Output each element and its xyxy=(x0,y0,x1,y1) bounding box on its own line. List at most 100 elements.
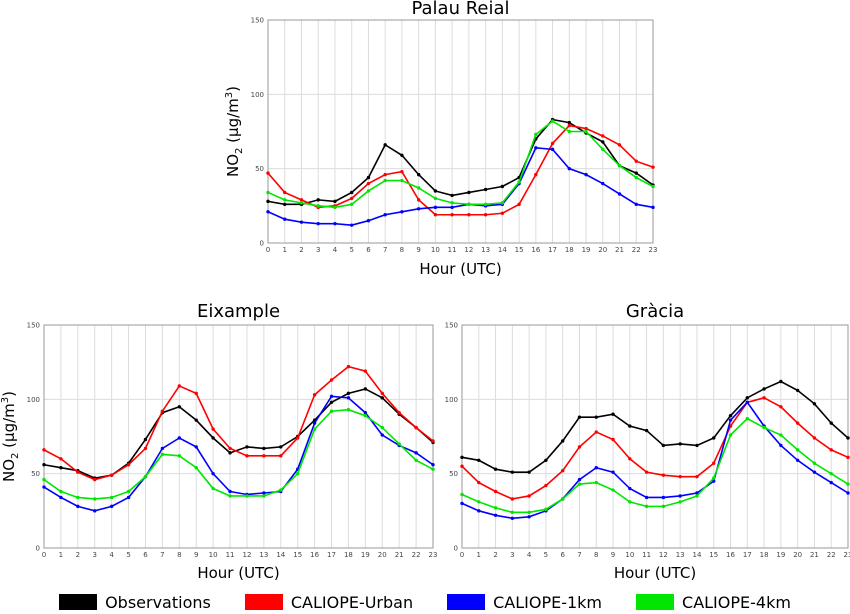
x-tick-label: 20 xyxy=(598,246,607,254)
x-tick-label: 15 xyxy=(515,246,524,254)
x-tick-label: 17 xyxy=(327,551,336,559)
data-point-caliope-urban xyxy=(160,409,165,413)
data-point-caliope-urban xyxy=(527,494,531,498)
x-tick-label: 17 xyxy=(743,551,752,559)
data-point-caliope-urban xyxy=(493,489,498,494)
data-point-caliope-1km xyxy=(431,463,435,467)
data-point-observations xyxy=(266,199,270,204)
x-tick-label: 5 xyxy=(349,246,353,254)
x-tick-label: 1 xyxy=(477,551,481,559)
series-caliope-4km xyxy=(42,408,435,501)
data-point-observations xyxy=(42,463,46,467)
data-point-caliope-4km xyxy=(366,189,371,193)
data-point-caliope-4km xyxy=(450,201,454,205)
data-point-caliope-4km xyxy=(527,510,531,515)
data-point-caliope-urban xyxy=(363,369,368,373)
data-point-observations xyxy=(846,436,850,440)
x-tick-label: 23 xyxy=(429,551,438,559)
x-tick-label: 9 xyxy=(194,551,198,559)
data-point-observations xyxy=(601,140,605,144)
data-point-caliope-1km xyxy=(126,495,131,500)
data-point-observations xyxy=(483,187,488,192)
data-point-caliope-4km xyxy=(728,433,733,437)
y-tick-label: 0 xyxy=(36,545,40,553)
x-tick-label: 5 xyxy=(544,551,548,559)
x-tick-label: 2 xyxy=(76,551,80,559)
chart-title: Palau Reial xyxy=(411,0,509,19)
series-line-caliope-1km xyxy=(43,395,434,512)
data-point-observations xyxy=(594,415,598,419)
data-point-caliope-4km xyxy=(661,504,666,509)
data-point-caliope-urban xyxy=(644,470,649,474)
legend-swatch-observations xyxy=(59,594,98,610)
data-point-observations xyxy=(728,413,733,418)
data-point-caliope-urban xyxy=(295,436,300,440)
data-point-caliope-urban xyxy=(594,430,598,434)
data-point-caliope-4km xyxy=(477,500,481,504)
data-point-caliope-1km xyxy=(211,471,215,476)
data-point-caliope-1km xyxy=(584,172,588,177)
legend-label-caliope-4km: CALIOPE-4km xyxy=(682,592,791,612)
data-point-observations xyxy=(712,436,716,440)
data-point-caliope-1km xyxy=(450,205,454,210)
data-point-caliope-4km xyxy=(295,471,300,476)
data-point-caliope-urban xyxy=(383,172,387,177)
data-point-caliope-4km xyxy=(262,494,266,498)
data-point-caliope-4km xyxy=(414,458,418,462)
data-point-caliope-4km xyxy=(601,147,605,152)
data-point-caliope-urban xyxy=(42,448,46,452)
series-caliope-1km xyxy=(42,394,435,513)
y-tick-label: 150 xyxy=(251,17,264,25)
data-point-observations xyxy=(380,396,384,400)
data-point-caliope-1km xyxy=(493,513,498,517)
data-point-caliope-1km xyxy=(194,445,198,449)
data-point-caliope-4km xyxy=(299,201,304,205)
series-line-caliope-1km xyxy=(461,401,849,520)
series-caliope-urban xyxy=(460,396,850,501)
x-tick-label: 5 xyxy=(126,551,130,559)
data-point-caliope-4km xyxy=(349,202,354,207)
legend-swatch-caliope-1km xyxy=(447,594,486,610)
series-caliope-urban xyxy=(42,364,435,482)
chart-title: Gràcia xyxy=(626,301,684,322)
y-tick-label: 150 xyxy=(445,322,458,330)
data-point-observations xyxy=(560,439,565,443)
x-tick-label: 16 xyxy=(726,551,735,559)
data-point-caliope-1km xyxy=(59,495,63,500)
series-line-caliope-urban xyxy=(267,124,654,216)
x-tick-label: 15 xyxy=(293,551,302,559)
data-point-caliope-4km xyxy=(59,489,63,494)
data-point-caliope-4km xyxy=(228,494,232,498)
data-point-caliope-4km xyxy=(266,190,270,195)
data-point-caliope-4km xyxy=(493,506,498,510)
data-point-caliope-4km xyxy=(500,201,505,205)
data-point-caliope-urban xyxy=(550,141,555,146)
x-tick-label: 0 xyxy=(266,246,270,254)
data-point-caliope-1km xyxy=(550,147,555,152)
data-point-observations xyxy=(467,190,471,195)
data-point-observations xyxy=(527,470,531,474)
data-point-caliope-urban xyxy=(467,213,471,217)
data-point-observations xyxy=(567,120,572,125)
x-tick-label: 18 xyxy=(760,551,769,559)
x-tick-label: 14 xyxy=(692,551,701,559)
data-point-observations xyxy=(279,445,283,449)
data-point-observations xyxy=(678,442,682,446)
data-point-caliope-4km xyxy=(333,205,337,210)
data-point-observations xyxy=(245,445,249,449)
series-line-caliope-4km xyxy=(267,120,654,209)
data-point-caliope-4km xyxy=(617,163,622,168)
data-point-observations xyxy=(745,396,750,400)
data-point-caliope-4km xyxy=(745,416,750,421)
x-tick-label: 11 xyxy=(642,551,651,559)
data-point-caliope-1km xyxy=(628,486,632,491)
data-point-caliope-urban xyxy=(93,477,97,482)
series-line-caliope-urban xyxy=(461,396,849,500)
data-point-observations xyxy=(177,405,182,409)
data-point-caliope-1km xyxy=(312,421,317,425)
data-point-caliope-4km xyxy=(42,477,46,482)
x-tick-label: 17 xyxy=(548,246,557,254)
plot-frame xyxy=(461,324,849,549)
